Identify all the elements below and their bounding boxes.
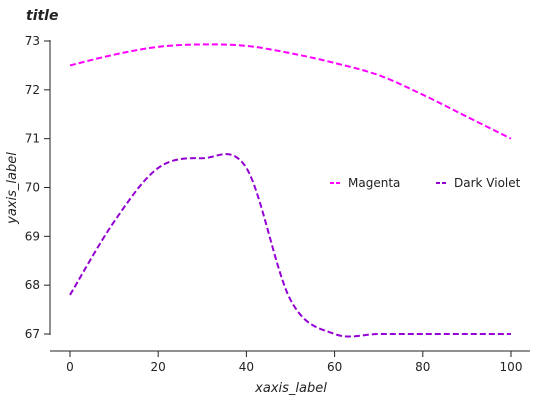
legend-label-magenta: Magenta	[348, 176, 400, 190]
x-tick-label: 60	[327, 360, 342, 374]
y-axis-label: yaxis_label	[5, 152, 20, 225]
x-tick-label: 100	[500, 360, 523, 374]
y-tick-label: 72	[25, 83, 40, 97]
y-tick-label: 73	[25, 34, 40, 48]
legend: Magenta Dark Violet	[330, 176, 521, 190]
y-tick-label: 70	[25, 181, 40, 195]
y-tick-label: 69	[25, 229, 40, 243]
y-tick-label: 71	[25, 132, 40, 146]
series-layer	[69, 43, 512, 338]
y-tick-label: 67	[25, 327, 40, 341]
chart-title: title	[26, 8, 58, 24]
x-tick-label: 40	[239, 360, 254, 374]
y-tick-label: 68	[25, 278, 40, 292]
y-ticks: 67 68 69 70 71 72 73	[25, 34, 50, 341]
series-line-magenta	[69, 43, 512, 140]
x-tick-label: 0	[66, 360, 74, 374]
x-tick-label: 20	[151, 360, 166, 374]
series-line-dark-violet	[69, 153, 511, 338]
legend-label-dark-violet: Dark Violet	[454, 176, 521, 190]
x-tick-label: 80	[415, 360, 430, 374]
x-ticks: 0 20 40 60 80 100	[66, 351, 522, 374]
x-axis-label: xaxis_label	[254, 381, 327, 396]
